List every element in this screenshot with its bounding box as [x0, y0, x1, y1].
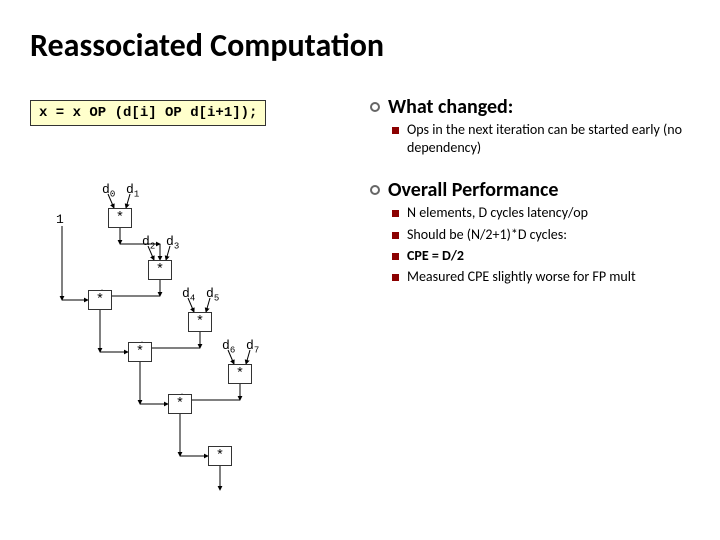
bullet-text: Should be (N/2+1)*D cycles: — [407, 226, 567, 244]
diagram-wires — [30, 160, 350, 520]
circle-bullet-icon — [370, 185, 380, 195]
data-label: d5 — [206, 286, 219, 304]
computation-diagram: * * * * * * * * 1 d0 d1 d2 d3 d4 d5 d6 d7 — [30, 160, 350, 520]
bullet-sub: CPE = D/2 — [392, 247, 700, 265]
bullet-sub: N elements, D cycles latency/op — [392, 204, 700, 222]
multiply-node: * — [188, 312, 212, 332]
circle-bullet-icon — [370, 102, 380, 112]
code-snippet: x = x OP (d[i] OP d[i+1]); — [30, 100, 266, 126]
bullet-sub: Measured CPE slightly worse for FP mult — [392, 268, 700, 286]
multiply-node: * — [208, 446, 232, 466]
bullet-list: What changed: Ops in the next iteration … — [370, 95, 700, 289]
multiply-node: * — [128, 342, 152, 362]
data-label: 1 — [56, 212, 64, 227]
bullet-text: CPE = D/2 — [407, 247, 464, 265]
data-label: d2 — [142, 234, 155, 252]
multiply-node: * — [228, 364, 252, 384]
multiply-node: * — [88, 290, 112, 310]
square-bullet-icon — [392, 232, 399, 239]
square-bullet-icon — [392, 274, 399, 281]
bullet-text: N elements, D cycles latency/op — [407, 204, 588, 222]
bullet-text: What changed: — [388, 95, 513, 119]
square-bullet-icon — [392, 253, 399, 260]
data-label: d6 — [222, 338, 235, 356]
bullet-overall-perf: Overall Performance — [370, 178, 700, 202]
data-label: d0 — [102, 182, 115, 200]
multiply-node: * — [168, 394, 192, 414]
bullet-text: Overall Performance — [388, 178, 558, 202]
bullet-sub: Ops in the next iteration can be started… — [392, 121, 700, 157]
data-label: d4 — [182, 286, 195, 304]
data-label: d3 — [166, 234, 179, 252]
square-bullet-icon — [392, 210, 399, 217]
bullet-what-changed: What changed: — [370, 95, 700, 119]
square-bullet-icon — [392, 127, 399, 134]
data-label: d1 — [126, 182, 139, 200]
bullet-sub: Should be (N/2+1)*D cycles: — [392, 226, 700, 244]
multiply-node: * — [108, 208, 132, 228]
bullet-text: Measured CPE slightly worse for FP mult — [407, 268, 636, 286]
bullet-text: Ops in the next iteration can be started… — [407, 121, 700, 157]
data-label: d7 — [246, 338, 259, 356]
multiply-node: * — [148, 260, 172, 280]
slide-title: Reassociated Computation — [30, 26, 384, 65]
